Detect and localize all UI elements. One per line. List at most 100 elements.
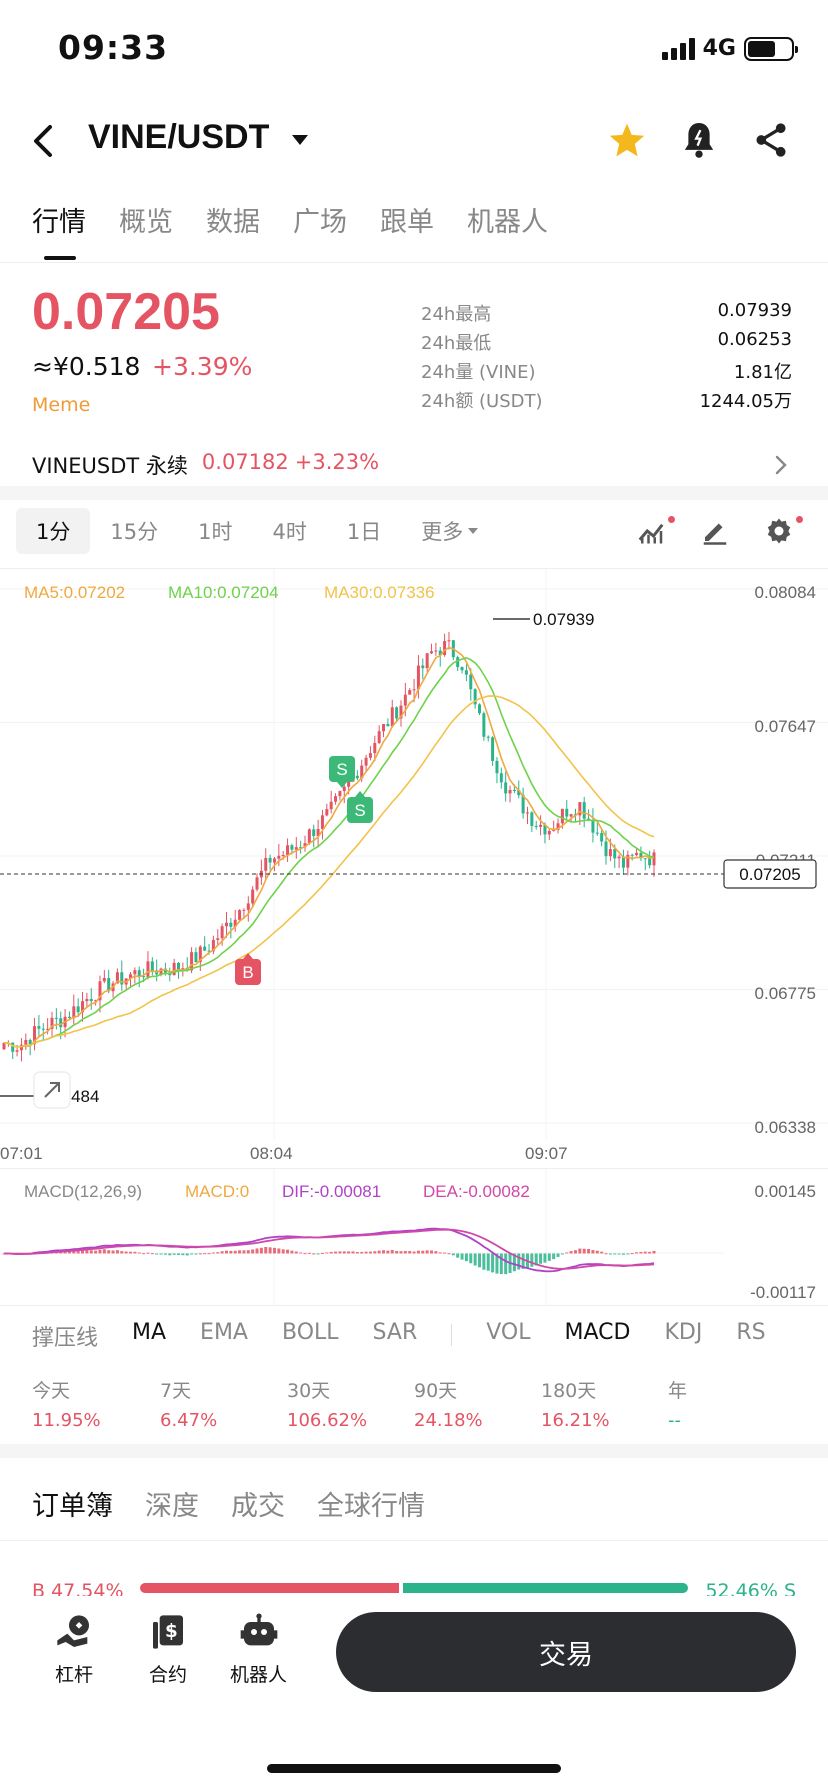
candle-body — [211, 939, 215, 952]
ma5-line — [3, 646, 655, 1048]
bottom-nav-leverage[interactable]: 杠杆 — [54, 1612, 94, 1687]
tab-depth[interactable]: 深度 — [145, 1491, 199, 1522]
candle-body — [307, 829, 311, 844]
timeframe-1d[interactable]: 1日 — [346, 520, 382, 544]
tab-trades[interactable]: 成交 — [231, 1491, 285, 1522]
candle-body — [54, 1017, 58, 1019]
back-arrow-icon[interactable] — [30, 124, 56, 158]
candle-body — [198, 946, 202, 963]
candle-body — [342, 786, 346, 792]
macd-bar — [281, 1249, 285, 1254]
candle-body — [24, 1039, 28, 1045]
timeframe-15m[interactable]: 15分 — [110, 520, 159, 544]
macd-bar — [416, 1250, 420, 1254]
indicator-vol[interactable]: VOL — [486, 1320, 531, 1345]
candle-body — [176, 962, 180, 970]
macd-bar — [307, 1252, 311, 1254]
macd-bar — [129, 1251, 133, 1254]
macd-bar — [395, 1251, 399, 1254]
perf-label: 今天 — [32, 1380, 71, 1402]
share-icon[interactable] — [754, 122, 788, 158]
sell-marker[interactable]: S — [329, 756, 355, 788]
tab-overview[interactable]: 概览 — [119, 207, 173, 238]
bell-icon[interactable] — [682, 120, 716, 160]
category-tag[interactable]: Meme — [32, 394, 91, 416]
indicator-ma[interactable]: MA — [132, 1320, 167, 1345]
buy-marker[interactable]: B — [235, 953, 261, 985]
candle-body — [316, 828, 320, 837]
macd-bar — [320, 1253, 324, 1255]
candle-body — [98, 981, 102, 1001]
perpetual-row[interactable]: VINEUSDT 永续 0.07182 +3.23% — [32, 450, 379, 480]
indicator-sar[interactable]: SAR — [372, 1320, 418, 1345]
candle-body — [591, 820, 595, 833]
pen-icon[interactable] — [700, 516, 730, 546]
candle-body — [203, 946, 207, 951]
candle-body — [229, 922, 233, 927]
macd-chart[interactable]: MACD(12,26,9) MACD:0 DIF:-0.00081 DEA:-0… — [0, 1169, 828, 1305]
timeframe-1h[interactable]: 1时 — [198, 520, 233, 544]
macd-bar — [469, 1253, 473, 1264]
expand-chart-button[interactable] — [33, 1071, 71, 1109]
indicator-kdj[interactable]: KDJ — [664, 1320, 703, 1345]
candlestick-chart[interactable]: MA5:0.07202 MA10:0.07204 MA30:0.07336 0.… — [0, 569, 828, 1169]
macd-bar — [443, 1252, 447, 1254]
macd-bar — [286, 1249, 290, 1254]
candle-body — [37, 1026, 41, 1029]
indicator-support-resistance[interactable]: 撑压线 — [32, 1326, 99, 1351]
macd-bar — [521, 1253, 525, 1269]
candle-body — [272, 858, 276, 863]
candle-body — [443, 640, 447, 656]
stat-high-value: 0.07939 — [717, 300, 792, 321]
bottom-nav-contract[interactable]: $ 合约 — [148, 1612, 188, 1687]
macd-bar — [107, 1250, 111, 1254]
divider — [0, 1540, 828, 1541]
timeframe-more[interactable]: 更多 — [401, 508, 499, 554]
perf-value: 24.18% — [414, 1410, 483, 1431]
tab-data[interactable]: 数据 — [206, 207, 260, 238]
tab-global-market[interactable]: 全球行情 — [317, 1491, 425, 1522]
candle-body — [233, 919, 237, 927]
candle-body — [469, 674, 473, 690]
macd-bar — [512, 1253, 516, 1272]
macd-bar — [617, 1253, 621, 1255]
candle-body — [146, 961, 150, 978]
tab-bots[interactable]: 机器人 — [467, 207, 548, 238]
settings-icon[interactable] — [764, 516, 794, 546]
tab-copy-trading[interactable]: 跟单 — [380, 207, 434, 238]
chevron-right-icon[interactable] — [774, 454, 788, 476]
tab-market[interactable]: 行情 — [32, 207, 86, 238]
tab-square[interactable]: 广场 — [293, 207, 347, 238]
macd-bar — [430, 1250, 434, 1254]
pair-dropdown-icon[interactable] — [292, 135, 308, 145]
candle-body — [19, 1044, 23, 1051]
tab-orderbook[interactable]: 订单簿 — [32, 1491, 113, 1522]
timeframe-1m[interactable]: 1分 — [16, 508, 91, 554]
candle-body — [456, 657, 460, 668]
stat-low-label: 24h最低 — [421, 333, 492, 354]
macd-bar — [290, 1250, 294, 1254]
timeframe-4h[interactable]: 4时 — [272, 520, 307, 544]
chart-type-icon[interactable] — [636, 516, 666, 546]
star-icon[interactable] — [608, 122, 646, 158]
legend-ma30: MA30:0.07336 — [324, 583, 435, 602]
indicator-macd[interactable]: MACD — [564, 1320, 631, 1345]
macd-bar — [216, 1252, 220, 1254]
candle-body — [386, 723, 390, 727]
bottom-nav-bots[interactable]: 机器人 — [230, 1612, 287, 1687]
macd-bar — [150, 1253, 154, 1255]
macd-bar — [76, 1250, 80, 1254]
indicator-boll[interactable]: BOLL — [281, 1320, 339, 1345]
pair-title[interactable]: VINE/USDT — [88, 118, 270, 156]
candle-body — [530, 812, 534, 826]
section-divider — [0, 1444, 828, 1458]
macd-bar — [163, 1253, 167, 1255]
macd-bar — [569, 1251, 573, 1254]
macd-bar — [137, 1252, 141, 1254]
candle-body — [102, 978, 106, 982]
sell-marker[interactable]: S — [347, 791, 373, 823]
trade-button[interactable]: 交易 — [336, 1612, 796, 1692]
indicator-rsi[interactable]: RS — [736, 1320, 766, 1345]
indicator-ema[interactable]: EMA — [200, 1320, 248, 1345]
home-indicator — [267, 1764, 561, 1773]
